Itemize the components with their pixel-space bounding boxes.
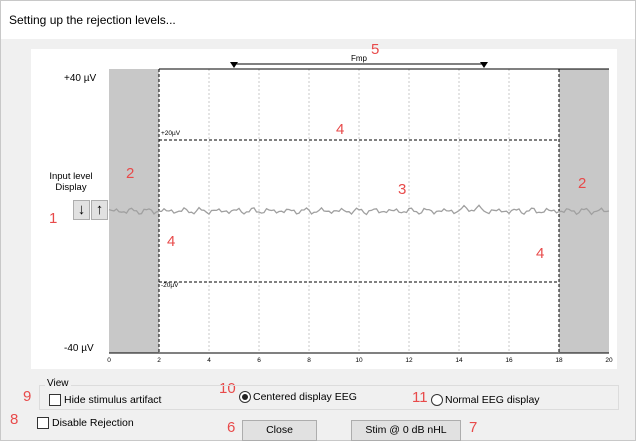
y-bottom-label: -40 µV: [64, 343, 94, 354]
x-tick-label: 10: [355, 357, 363, 364]
y-top-label: +40 µV: [64, 73, 97, 84]
view-group: [39, 385, 619, 410]
lower-level-label: -20µV: [161, 282, 179, 289]
marker-2-left: 2: [126, 165, 135, 182]
x-tick-label: 2: [157, 357, 161, 364]
marker-1: 1: [49, 210, 58, 227]
centered-display-label[interactable]: Centered display EEG: [253, 391, 357, 403]
centered-display-radio[interactable]: [239, 391, 251, 403]
close-button[interactable]: Close: [242, 420, 317, 441]
marker-4-top: 4: [336, 121, 345, 138]
radio-selected-dot: [242, 394, 248, 400]
x-tick-label: 16: [505, 357, 513, 364]
x-tick-label: 6: [257, 357, 261, 364]
input-level-label-line1: Input level: [49, 171, 93, 182]
marker-4-left: 4: [167, 233, 176, 250]
hide-artifact-label[interactable]: Hide stimulus artifact: [64, 394, 162, 406]
input-level-label-line2: Display: [55, 182, 87, 193]
x-tick-label: 0: [107, 357, 111, 364]
marker-10: 10: [219, 380, 236, 397]
x-tick-label: 20: [605, 357, 613, 364]
stim-button[interactable]: Stim @ 0 dB nHL: [351, 420, 461, 441]
input-level-down-button[interactable]: ↓: [73, 200, 90, 220]
marker-11: 11: [412, 389, 428, 406]
input-level-up-button[interactable]: ↑: [91, 200, 108, 220]
marker-4-right: 4: [536, 245, 545, 262]
x-tick-label: 8: [307, 357, 311, 364]
fmp-end-marker: [480, 62, 488, 68]
normal-display-label[interactable]: Normal EEG display: [445, 394, 540, 406]
x-tick-label: 4: [207, 357, 211, 364]
marker-3: 3: [398, 181, 407, 198]
eeg-trace: [108, 204, 610, 216]
marker-2-right: 2: [578, 175, 587, 192]
view-group-legend: View: [45, 378, 71, 389]
fmp-start-marker: [230, 62, 238, 68]
disable-rejection-label[interactable]: Disable Rejection: [52, 417, 134, 429]
artifact-region-right: [559, 69, 609, 353]
x-tick-label: 14: [455, 357, 463, 364]
hide-artifact-checkbox[interactable]: [49, 394, 61, 406]
window-title: Setting up the rejection levels...: [9, 13, 176, 27]
marker-9: 9: [23, 388, 32, 405]
normal-display-radio[interactable]: [431, 394, 443, 406]
marker-6: 6: [227, 419, 236, 436]
fmp-label: Fmp: [351, 54, 368, 63]
marker-5: 5: [371, 41, 380, 58]
title-bar: Setting up the rejection levels...: [1, 1, 635, 39]
x-tick-label: 18: [555, 357, 563, 364]
upper-level-label: +20µV: [161, 130, 181, 137]
input-level-label: Input level Display: [41, 171, 101, 193]
eeg-plot[interactable]: +20µV -20µV Fmp 0 2 4 6 8 10 12 14 16 18 20: [31, 49, 617, 369]
marker-7: 7: [469, 419, 478, 436]
marker-8: 8: [10, 411, 19, 428]
x-tick-label: 12: [405, 357, 413, 364]
disable-rejection-checkbox[interactable]: [37, 417, 49, 429]
